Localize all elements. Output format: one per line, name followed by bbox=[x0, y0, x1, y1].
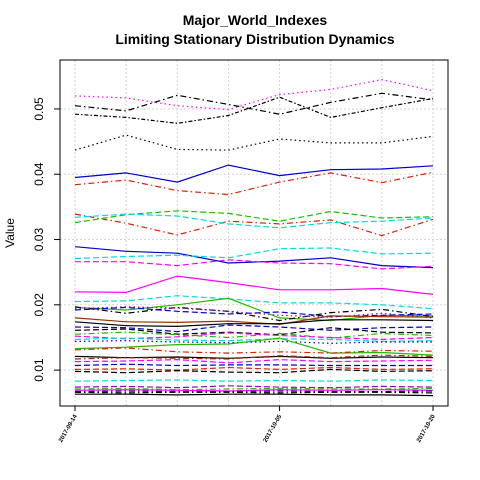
series-line-23 bbox=[74, 331, 434, 339]
x-axis: 2017-09-14 2017-10-05 2017-10-20 bbox=[58, 406, 437, 444]
series-line-41 bbox=[75, 393, 434, 397]
series-line-22 bbox=[74, 327, 434, 336]
series-line-39 bbox=[74, 390, 434, 393]
series-line-20 bbox=[74, 319, 434, 328]
series-line-31 bbox=[74, 358, 434, 364]
series-line-8 bbox=[74, 210, 434, 224]
series-line-34 bbox=[74, 368, 434, 374]
series-lines bbox=[74, 78, 434, 397]
series-line-6 bbox=[74, 171, 434, 196]
series-line-12 bbox=[75, 259, 434, 270]
series-line-2 bbox=[74, 92, 434, 115]
series-line-10 bbox=[74, 246, 434, 269]
chart-title: Major_World_Indexes bbox=[183, 12, 328, 28]
x-tick-label: 2017-10-05 bbox=[263, 413, 284, 443]
series-line-37 bbox=[74, 387, 434, 391]
series-line-1 bbox=[74, 78, 434, 111]
x-tick-label: 2017-10-20 bbox=[416, 413, 437, 443]
x-tick-label: 2017-09-14 bbox=[58, 413, 79, 443]
y-tick-label: 0.01 bbox=[32, 358, 46, 382]
series-line-27 bbox=[74, 337, 434, 356]
series-line-17 bbox=[74, 306, 434, 318]
series-line-28 bbox=[74, 347, 434, 354]
series-line-3 bbox=[74, 96, 434, 124]
series-line-35 bbox=[74, 379, 434, 382]
y-axis: 0.01 0.02 0.03 0.04 0.05 bbox=[32, 97, 60, 382]
series-line-38 bbox=[74, 389, 434, 392]
series-line-19 bbox=[74, 315, 434, 326]
series-line-18 bbox=[74, 306, 434, 319]
series-line-14 bbox=[74, 295, 434, 310]
series-line-5 bbox=[74, 164, 434, 183]
series-line-40 bbox=[74, 391, 434, 394]
y-axis-label: Value bbox=[3, 218, 17, 248]
grid-lines bbox=[60, 60, 448, 406]
series-line-21 bbox=[74, 324, 434, 333]
y-tick-label: 0.04 bbox=[32, 162, 46, 186]
y-tick-label: 0.02 bbox=[32, 293, 46, 317]
series-line-11 bbox=[74, 247, 434, 260]
y-tick-label: 0.05 bbox=[32, 97, 46, 121]
chart-subtitle: Limiting Stationary Distribution Dynamic… bbox=[115, 31, 394, 47]
series-line-25 bbox=[74, 337, 434, 343]
series-line-30 bbox=[74, 354, 434, 360]
plot-frame bbox=[59, 59, 449, 407]
y-tick-label: 0.03 bbox=[32, 228, 46, 252]
series-line-9 bbox=[74, 213, 434, 229]
series-line-16 bbox=[74, 306, 434, 322]
series-line-13 bbox=[74, 275, 434, 295]
series-line-26 bbox=[74, 340, 433, 344]
series-line-36 bbox=[74, 385, 434, 389]
series-line-32 bbox=[74, 363, 433, 367]
series-line-24 bbox=[74, 332, 434, 341]
series-line-33 bbox=[74, 366, 434, 371]
series-line-4 bbox=[74, 134, 434, 151]
